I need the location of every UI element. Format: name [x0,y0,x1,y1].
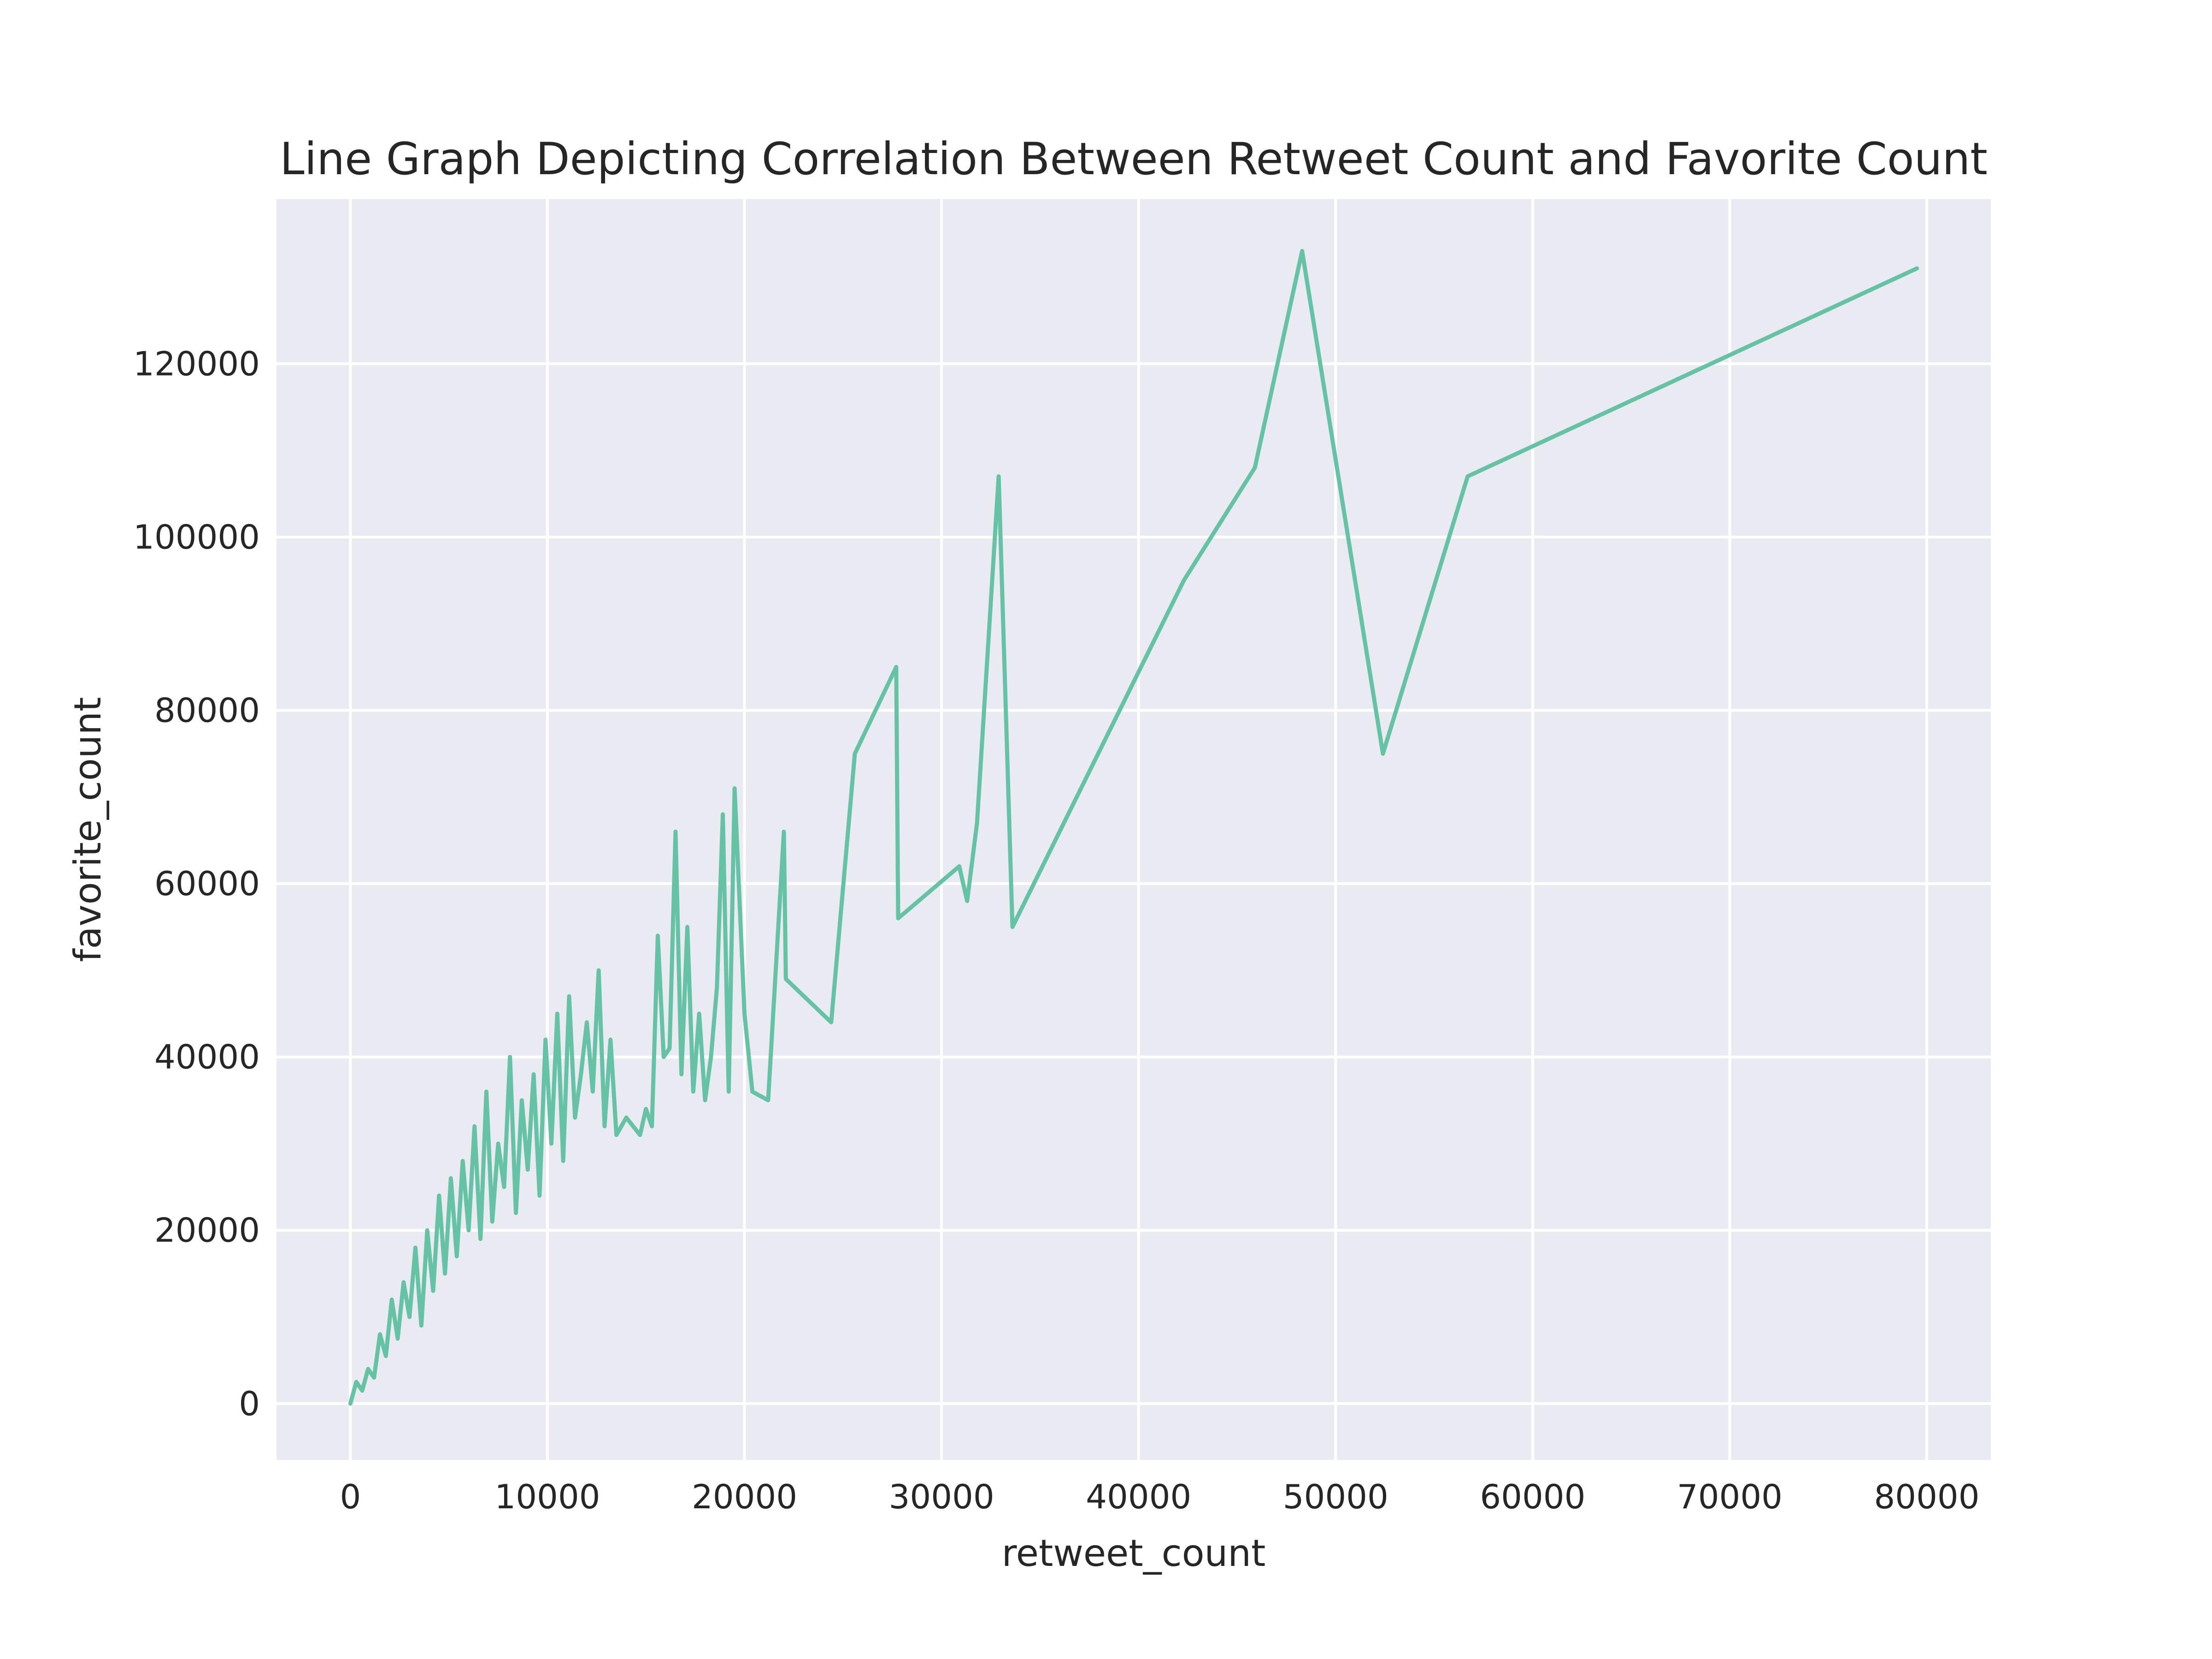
x-tick-label: 20000 [692,1477,797,1516]
x-tick-labels: 0 10000 20000 30000 40000 50000 60000 70000 8000… [340,1477,1979,1516]
x-tick-label: 30000 [889,1477,994,1516]
x-tick-label: 60000 [1480,1477,1585,1516]
x-tick-label: 70000 [1677,1477,1783,1516]
x-tick-label: 40000 [1086,1477,1191,1516]
y-tick-label: 60000 [154,865,260,903]
y-axis-label: favorite_count [66,697,109,962]
plot-area [276,199,1991,1460]
y-gridlines [276,362,1991,1405]
x-axis-label: retweet_count [1002,1532,1266,1575]
y-tick-label: 100000 [133,518,260,556]
x-tick-label: 50000 [1283,1477,1388,1516]
y-tick-label: 120000 [133,344,260,383]
y-tick-label: 20000 [154,1211,260,1250]
series-layer [348,249,1919,1406]
y-tick-labels: 0 20000 40000 60000 80000 100000 120000 [133,344,260,1423]
x-tick-label: 10000 [494,1477,600,1516]
y-tick-label: 80000 [154,691,260,729]
y-tick-label: 0 [239,1384,260,1423]
series-line [348,249,1919,1406]
chart-title: Line Graph Depicting Correlation Between… [280,133,1988,185]
y-tick-label: 40000 [154,1038,260,1077]
x-gridlines [349,199,1929,1460]
x-tick-label: 0 [340,1477,361,1516]
x-tick-label: 80000 [1874,1477,1980,1516]
